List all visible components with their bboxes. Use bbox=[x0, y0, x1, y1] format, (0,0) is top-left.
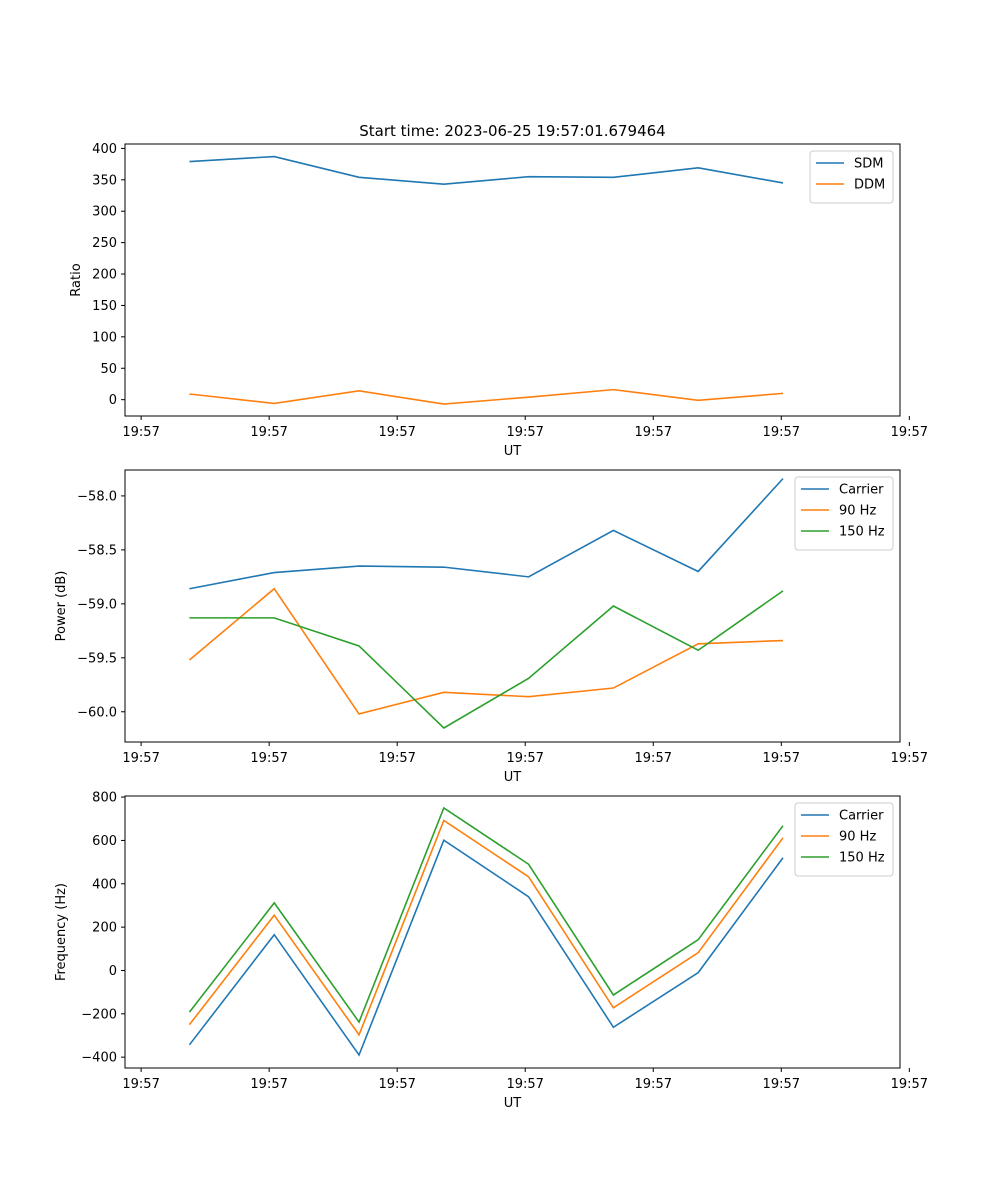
x-tick-label: 19:57 bbox=[635, 425, 672, 440]
x-tick-label: 19:57 bbox=[250, 1077, 287, 1092]
legend-label: 150 Hz bbox=[839, 851, 885, 866]
x-tick-label: 19:57 bbox=[891, 1077, 928, 1092]
legend-box bbox=[809, 150, 894, 204]
legend-label: 150 Hz bbox=[839, 525, 885, 540]
y-tick-label: 200 bbox=[92, 268, 117, 283]
y-tick-label: −59.5 bbox=[77, 651, 117, 666]
axes-frame bbox=[124, 143, 901, 417]
y-axis-label: Ratio bbox=[69, 263, 84, 296]
y-tick-label: 50 bbox=[100, 362, 117, 377]
y-tick-label: −58.5 bbox=[77, 543, 117, 558]
y-tick-label: 0 bbox=[109, 964, 117, 979]
y-tick-label: 250 bbox=[92, 236, 117, 251]
y-tick-label: −60.0 bbox=[77, 705, 117, 720]
x-tick-label: 19:57 bbox=[122, 751, 159, 766]
x-tick-label: 19:57 bbox=[763, 751, 800, 766]
x-tick-label: 19:57 bbox=[378, 425, 415, 440]
series-line-90-hz bbox=[188, 819, 784, 1037]
axes-frame bbox=[124, 795, 901, 1069]
legend-label: Carrier bbox=[839, 483, 884, 498]
x-tick-label: 19:57 bbox=[122, 425, 159, 440]
y-tick-label: 300 bbox=[92, 205, 117, 220]
x-axis-label: UT bbox=[504, 444, 522, 459]
series-line-90-hz bbox=[188, 587, 784, 715]
legend: SDM DDM bbox=[809, 150, 894, 204]
figure-title: Start time: 2023-06-25 19:57:01.679464 bbox=[359, 122, 665, 140]
y-tick-label: −200 bbox=[81, 1007, 117, 1022]
y-tick-label: 350 bbox=[92, 173, 117, 188]
x-tick-label: 19:57 bbox=[635, 751, 672, 766]
x-tick-label: 19:57 bbox=[378, 751, 415, 766]
x-tick-label: 19:57 bbox=[635, 1077, 672, 1092]
panel-1: 19:5719:5719:5719:5719:5719:5719:5719:58… bbox=[69, 142, 928, 459]
y-axis-label: Power (dB) bbox=[54, 571, 69, 642]
x-tick-label: 19:57 bbox=[122, 1077, 159, 1092]
y-tick-label: 600 bbox=[92, 834, 117, 849]
x-axis-label: UT bbox=[504, 1096, 522, 1111]
panel-3: 19:5719:5719:5719:5719:5719:5719:5719:58… bbox=[54, 791, 928, 1111]
x-tick-label: 19:57 bbox=[891, 751, 928, 766]
y-tick-label: 0 bbox=[109, 393, 117, 408]
y-tick-label: 400 bbox=[92, 877, 117, 892]
series-line-150-hz bbox=[189, 590, 784, 729]
y-tick-label: −59.0 bbox=[77, 597, 117, 612]
legend-label: 90 Hz bbox=[839, 830, 876, 845]
x-tick-label: 19:57 bbox=[763, 425, 800, 440]
series-line-150-hz bbox=[188, 806, 784, 1024]
x-tick-label: 19:57 bbox=[506, 1077, 543, 1092]
legend: Carrier 90 Hz 150 Hz bbox=[794, 802, 894, 877]
legend-label: Carrier bbox=[839, 809, 884, 824]
series-line-ddm bbox=[189, 388, 784, 405]
x-tick-label: 19:57 bbox=[378, 1077, 415, 1092]
legend-label: DDM bbox=[854, 178, 885, 193]
y-tick-label: 200 bbox=[92, 921, 117, 936]
series-line-sdm bbox=[189, 155, 784, 186]
y-tick-label: 400 bbox=[92, 142, 117, 157]
y-tick-label: −400 bbox=[81, 1051, 117, 1066]
axes-frame bbox=[124, 469, 901, 743]
series-line-carrier bbox=[189, 478, 784, 590]
x-tick-label: 19:57 bbox=[250, 425, 287, 440]
legend-label: 90 Hz bbox=[839, 504, 876, 519]
y-tick-label: 100 bbox=[92, 330, 117, 345]
y-tick-label: 150 bbox=[92, 299, 117, 314]
x-tick-label: 19:57 bbox=[250, 751, 287, 766]
x-tick-label: 19:57 bbox=[506, 751, 543, 766]
x-tick-label: 19:57 bbox=[506, 425, 543, 440]
y-tick-label: 800 bbox=[92, 791, 117, 806]
panel-2: 19:5719:5719:5719:5719:5719:5719:5719:58… bbox=[54, 469, 928, 785]
legend: Carrier 90 Hz 150 Hz bbox=[794, 476, 894, 551]
x-tick-label: 19:57 bbox=[763, 1077, 800, 1092]
y-tick-label: −58.0 bbox=[77, 489, 117, 504]
x-tick-label: 19:57 bbox=[891, 425, 928, 440]
x-axis-label: UT bbox=[504, 770, 522, 785]
legend-label: SDM bbox=[854, 157, 883, 172]
series-line-carrier bbox=[188, 838, 784, 1057]
y-axis-label: Frequency (Hz) bbox=[54, 883, 69, 981]
